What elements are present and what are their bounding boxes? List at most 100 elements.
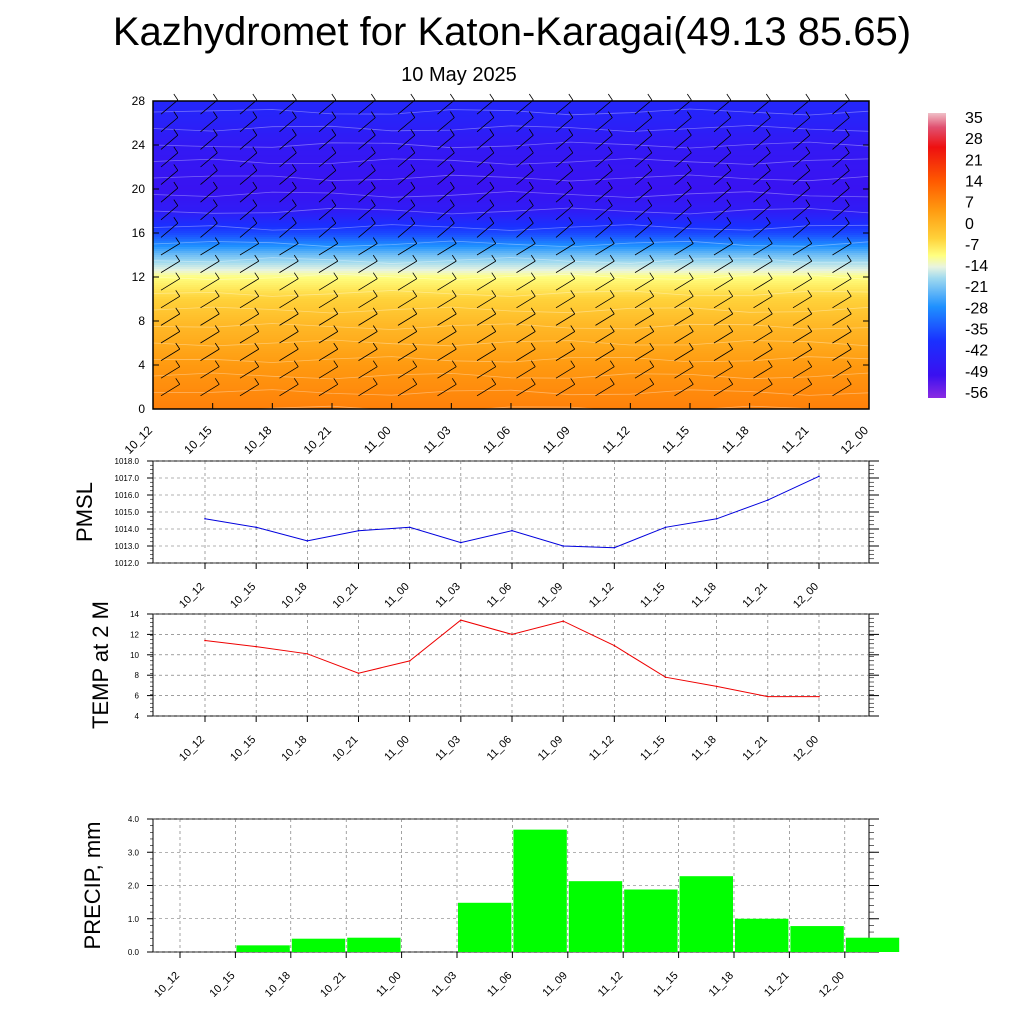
wind-barb <box>476 134 495 150</box>
wind-barb-flag <box>333 254 339 262</box>
contour-line <box>152 323 870 330</box>
wind-barb <box>239 260 259 273</box>
wind-barb <box>318 117 337 133</box>
wind-barb-flag <box>528 111 534 118</box>
wind-barb-flag <box>491 307 497 315</box>
heatmap-cell <box>153 161 869 164</box>
wind-barb <box>200 205 218 221</box>
wind-barb <box>476 260 496 273</box>
wind-barb <box>160 205 179 221</box>
wind-barb-flag <box>489 93 495 101</box>
wind-barb-flag <box>212 164 218 171</box>
wind-barb-flag <box>767 290 773 297</box>
wind-barb <box>358 170 376 185</box>
wind-barb <box>753 187 771 203</box>
wind-barb-flag <box>449 129 455 136</box>
heatmap-cell <box>153 193 869 196</box>
wind-barb <box>358 295 378 309</box>
contour-line <box>152 108 870 116</box>
wind-barb <box>713 134 732 150</box>
wind-barb-flag <box>331 164 337 171</box>
wind-barb <box>279 134 297 150</box>
wind-barb-flag <box>765 146 771 154</box>
wind-barb <box>832 117 850 133</box>
wind-barb <box>279 243 299 256</box>
wind-barb-flag <box>252 199 258 206</box>
data-point <box>818 475 820 478</box>
heatmap-cell <box>153 343 869 346</box>
heatmap-cell <box>153 311 869 314</box>
wind-barb <box>792 348 812 361</box>
wind-barb <box>674 222 692 238</box>
heatmap-cell <box>153 391 869 394</box>
wind-barb <box>437 117 455 133</box>
wind-barb-flag <box>807 325 813 332</box>
wind-barb <box>713 348 733 361</box>
wind-barb <box>318 278 338 291</box>
heatmap-cell <box>153 291 869 294</box>
wind-barb <box>555 278 575 291</box>
wind-barb-flag <box>765 199 771 206</box>
x-tick-label: 10_21 <box>318 970 348 1000</box>
wind-barb <box>595 117 613 133</box>
wind-barb <box>753 348 773 361</box>
wind-barb-flag <box>212 199 218 206</box>
wind-barb <box>397 366 417 379</box>
wind-barb-flag <box>489 217 495 224</box>
wind-barb <box>279 117 297 133</box>
wind-barb <box>397 383 417 397</box>
wind-barb <box>476 348 496 361</box>
wind-barb <box>358 313 378 326</box>
wind-barb-flag <box>609 272 615 279</box>
wind-barb <box>476 205 495 221</box>
wind-barb-flag <box>846 360 852 367</box>
contour-line <box>152 372 870 380</box>
wind-barb <box>200 383 220 397</box>
wind-barb <box>200 260 220 273</box>
wind-barb <box>318 99 337 115</box>
wind-barb-flag <box>728 307 734 315</box>
wind-barb-flag <box>451 360 457 367</box>
heatmap-cell <box>153 127 869 130</box>
wind-barb <box>634 187 653 203</box>
wind-barb-flag <box>767 360 773 367</box>
heatmap-cell <box>153 235 869 238</box>
heatmap-cell <box>153 297 869 300</box>
wind-barb-flag <box>291 217 297 224</box>
wind-barb-flag <box>412 237 418 244</box>
chart-subtitle: 10 May 2025 <box>401 64 517 86</box>
data-point <box>255 645 257 648</box>
wind-barb <box>200 99 218 115</box>
wind-barb-flag <box>767 272 773 279</box>
data-point <box>664 526 667 529</box>
heatmap-cell <box>153 243 869 246</box>
heatmap-cell <box>153 177 869 180</box>
wind-barb-flag <box>647 217 653 224</box>
wind-barb-flag <box>175 378 181 385</box>
heatmap-cell <box>153 315 869 318</box>
wind-barb-flag <box>686 164 692 171</box>
wind-barb <box>753 260 773 273</box>
wind-barb <box>753 152 771 168</box>
x-tick-label: 11_12 <box>596 970 626 1000</box>
heatmap-cell <box>153 245 869 248</box>
wind-barb <box>674 383 694 397</box>
x-tick-label: 11_15 <box>659 423 692 456</box>
x-tick-label: 11_21 <box>762 970 792 1000</box>
wind-barb <box>358 117 376 133</box>
wind-barb <box>634 117 653 133</box>
bar <box>458 902 512 952</box>
wind-barb-flag <box>254 254 260 262</box>
wind-barb <box>476 366 496 379</box>
wind-barb-flag <box>331 93 337 101</box>
wind-barb <box>713 243 733 256</box>
y-tick-label: 24 <box>132 138 146 152</box>
wind-barb <box>753 222 771 238</box>
colorbar-label: -7 <box>965 237 979 254</box>
wind-barb-flag <box>688 360 694 367</box>
wind-barb-flag <box>807 342 813 350</box>
wind-barb-flag <box>173 146 179 154</box>
wind-barb-flag <box>370 146 376 154</box>
heatmap-cell <box>153 365 869 368</box>
wind-barb-flag <box>726 181 732 189</box>
